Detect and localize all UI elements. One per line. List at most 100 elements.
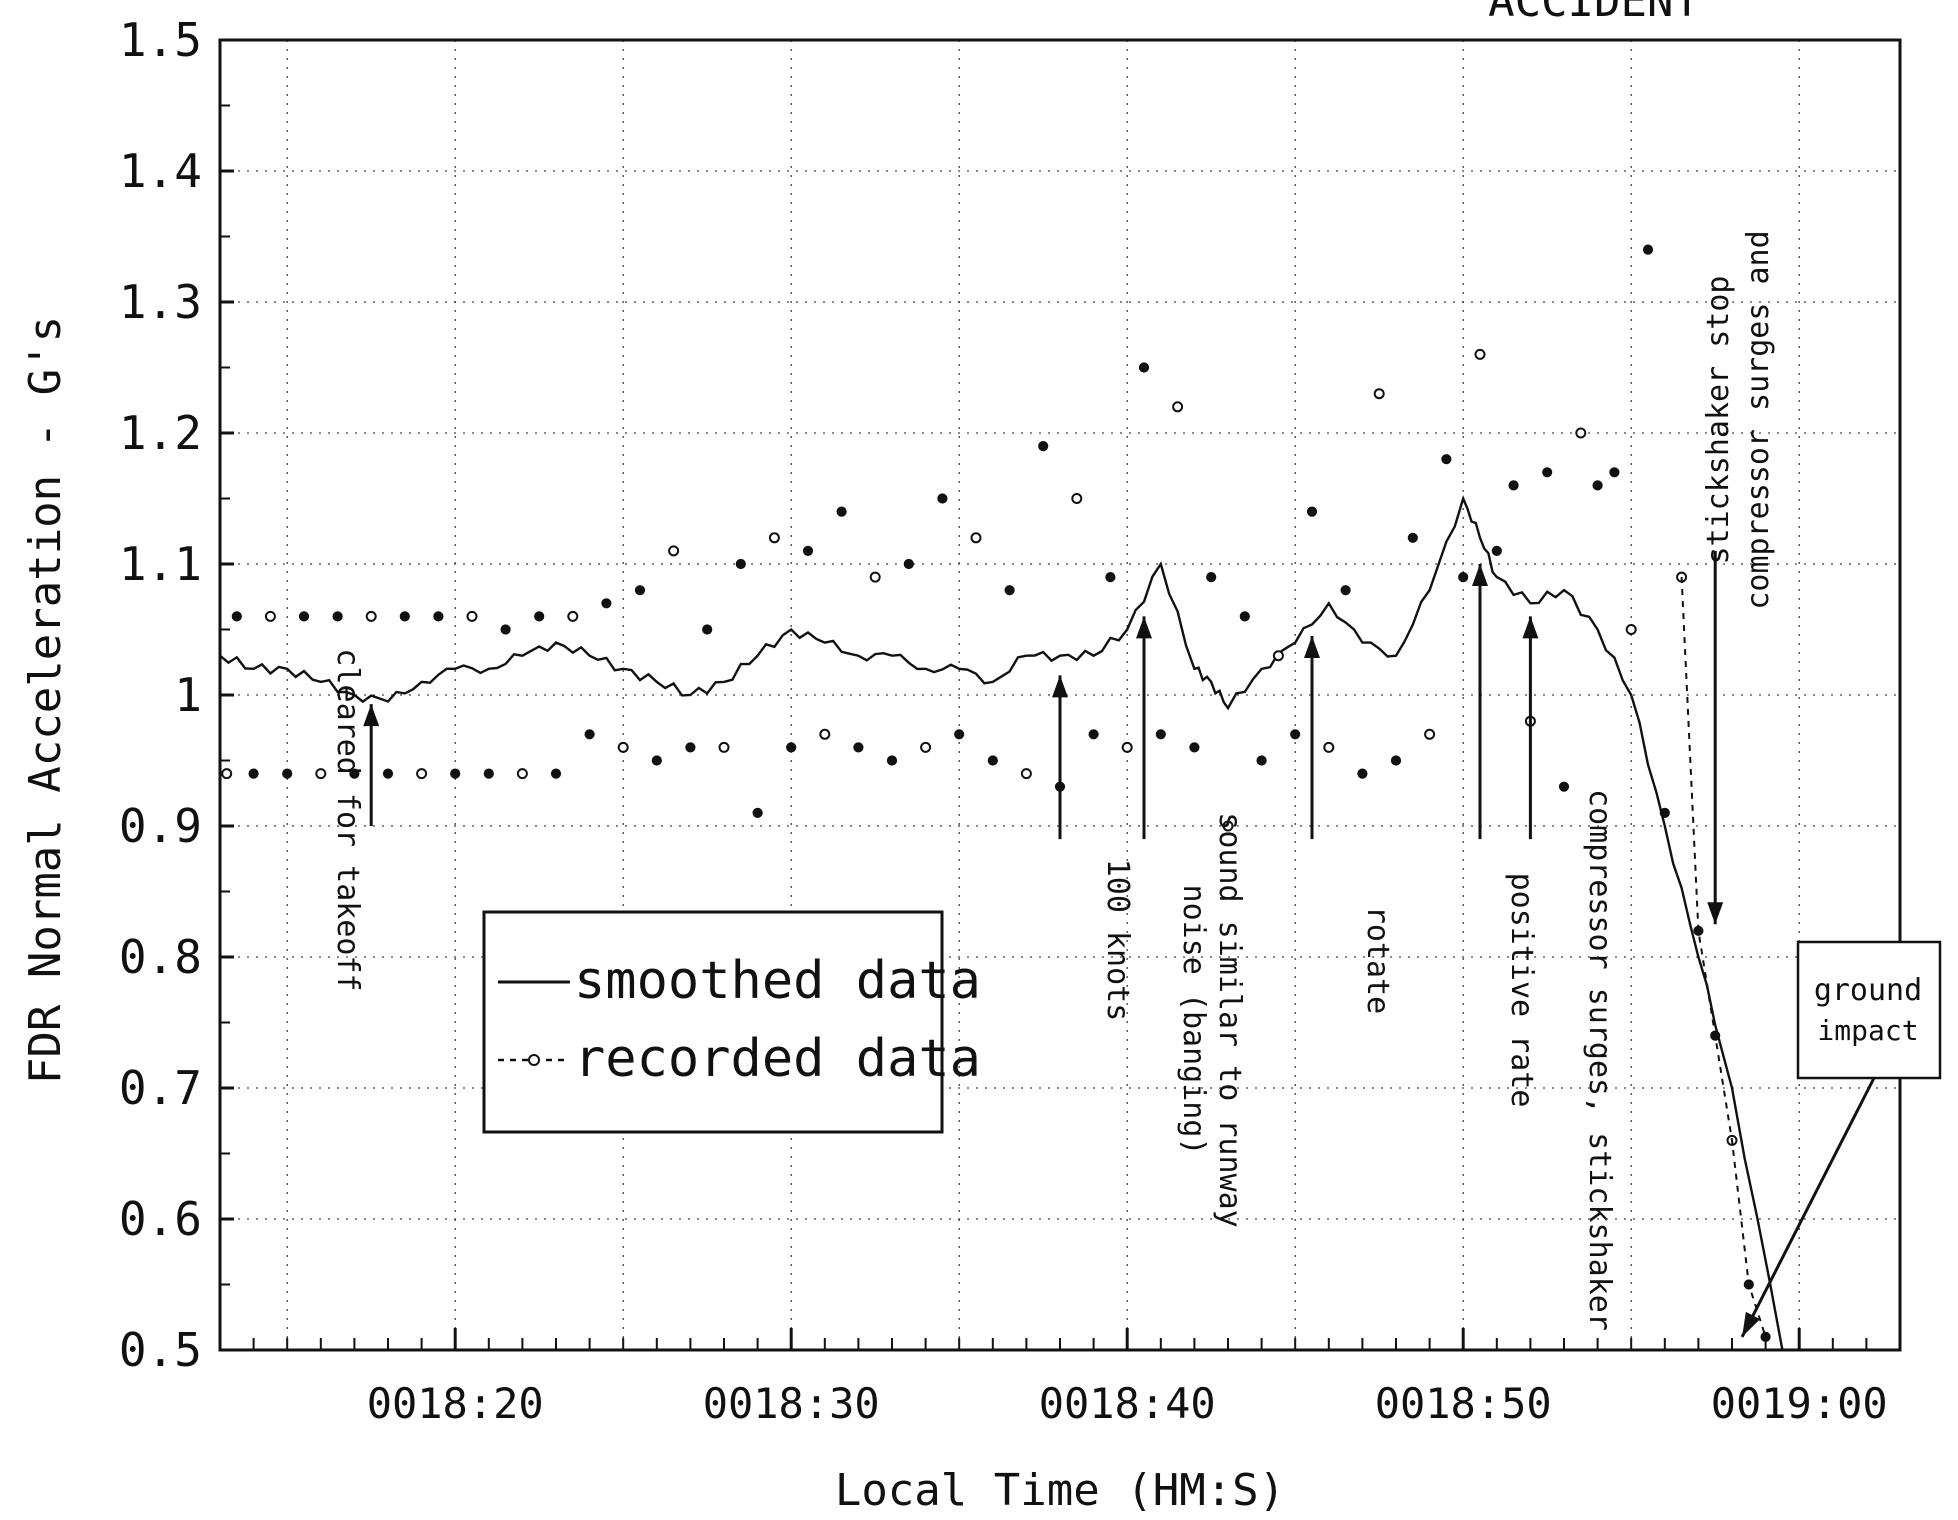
recorded-data-point xyxy=(702,624,713,635)
x-tick-label: 0018:20 xyxy=(367,1379,544,1428)
recorded-data-point xyxy=(1458,571,1469,583)
recorded-data-point xyxy=(1474,348,1486,360)
recorded-data-point xyxy=(685,742,696,753)
x-tick-label: 0019:00 xyxy=(1711,1379,1888,1428)
recorded-data-point xyxy=(516,768,528,780)
recorded-data-point xyxy=(1609,467,1620,478)
recorded-data-point xyxy=(534,611,545,622)
recorded-data-point xyxy=(1306,506,1318,517)
annotation-arrow-head xyxy=(1707,902,1724,925)
annotation-100-knots: 100 knots xyxy=(1100,859,1135,1022)
recorded-data-point xyxy=(1407,532,1418,543)
recorded-data-point xyxy=(1340,585,1351,596)
legend-recorded-marker xyxy=(528,1054,540,1066)
recorded-data-point xyxy=(601,598,612,609)
recorded-data-point xyxy=(248,768,259,779)
recorded-data-dashed-line xyxy=(1680,577,1767,1338)
recorded-data-point xyxy=(1373,388,1385,400)
recorded-data-point xyxy=(1088,729,1099,740)
recorded-data-point xyxy=(1592,480,1603,491)
recorded-data-point xyxy=(349,768,360,779)
recorded-data-point xyxy=(752,807,763,819)
recorded-data-point xyxy=(500,624,511,635)
y-tick-label: 0.6 xyxy=(119,1192,202,1246)
recorded-data-point xyxy=(1155,729,1166,740)
recorded-data-point xyxy=(634,585,646,596)
recorded-data-point xyxy=(1121,741,1133,753)
y-tick-label: 0.7 xyxy=(119,1061,202,1115)
recorded-data-point xyxy=(1038,441,1049,452)
x-axis-title: Local Time (HM:S) xyxy=(835,1465,1285,1516)
smoothed-data-series xyxy=(219,494,1784,1351)
y-tick-label: 1.2 xyxy=(119,406,202,460)
recorded-data-point xyxy=(416,768,428,780)
annotation-arrow-head xyxy=(1136,616,1152,639)
ground-impact-label: ground xyxy=(1814,973,1922,1008)
legend-smoothed-label: smoothed data xyxy=(574,951,981,1011)
recorded-data-point xyxy=(1105,571,1116,583)
recorded-data-point xyxy=(1424,728,1436,740)
recorded-data-point xyxy=(1625,624,1637,635)
x-tick-label: 0018:50 xyxy=(1375,1379,1552,1428)
recorded-data-point xyxy=(282,768,293,779)
y-tick-label: 1.4 xyxy=(119,144,202,198)
recorded-data-point xyxy=(1239,611,1250,622)
x-tick-label: 0018:40 xyxy=(1039,1379,1216,1428)
annotation-positive-rate: positive rate xyxy=(1504,873,1539,1108)
recorded-data-point xyxy=(483,768,494,779)
recorded-data-point xyxy=(450,768,461,779)
annotation-arrow-head xyxy=(1522,616,1539,639)
y-tick-label: 0.8 xyxy=(119,930,202,984)
y-tick-label: 1.1 xyxy=(119,537,202,591)
recorded-data-point xyxy=(1508,480,1519,491)
y-tick-label: 1 xyxy=(174,668,202,722)
recorded-data-point xyxy=(264,610,276,622)
recorded-data-point xyxy=(1642,244,1654,255)
recorded-data-point xyxy=(1071,493,1083,504)
recorded-data-point xyxy=(786,742,797,753)
legend-box xyxy=(482,910,944,1134)
annotation-arrow-head xyxy=(363,704,380,727)
recorded-data-point xyxy=(937,493,948,504)
recorded-data-point xyxy=(550,768,562,779)
recorded-data-point xyxy=(920,741,932,753)
recorded-data-point xyxy=(1020,768,1032,780)
recorded-data-point xyxy=(1004,585,1015,596)
y-axis-title: FDR Normal Acceleration - G's xyxy=(20,316,71,1084)
recorded-data-point xyxy=(970,532,982,544)
recorded-data-series xyxy=(221,244,1771,1343)
recorded-data-point xyxy=(1357,768,1368,779)
recorded-data-point xyxy=(567,610,579,622)
recorded-data-point xyxy=(1575,427,1587,439)
recorded-data-point xyxy=(853,742,864,753)
recorded-data-point xyxy=(584,729,595,740)
recorded-data-point xyxy=(433,611,444,622)
ground-impact-label-2: impact xyxy=(1817,1014,1918,1047)
recorded-data-point xyxy=(869,571,881,583)
recorded-data-point xyxy=(1189,742,1200,753)
recorded-data-point xyxy=(768,532,780,544)
chart-title-fragment: ACCIDENT xyxy=(1488,0,1700,27)
recorded-data-point xyxy=(1256,755,1267,766)
recorded-data-point xyxy=(1441,454,1452,465)
recorded-data-point xyxy=(802,545,814,557)
x-tick-label: 0018:30 xyxy=(703,1379,880,1428)
recorded-data-point xyxy=(987,755,998,766)
ground-impact-arrow-head xyxy=(1742,1311,1761,1337)
recorded-data-point xyxy=(1206,571,1217,583)
recorded-data-point xyxy=(903,558,914,570)
annotation-rotate: rotate xyxy=(1360,906,1395,1014)
annotation-sound-similar: sound similar to runway xyxy=(1212,812,1247,1227)
plot-frame xyxy=(218,38,1902,1352)
recorded-data-point xyxy=(836,506,847,517)
recorded-data-point xyxy=(382,768,394,779)
annotation-arrow-head xyxy=(1472,564,1488,586)
recorded-data-point xyxy=(1138,362,1150,373)
recorded-data-point xyxy=(221,768,233,780)
x-tick-labels: 0018:20 0018:30 0018:40 0018:50 0019:00 xyxy=(367,1379,1888,1428)
ground-impact-box xyxy=(1796,940,1942,1080)
y-tick-label: 0.9 xyxy=(119,799,202,853)
annotation-compressor-surges-stickshaker: compressor surges, stickshaker xyxy=(1582,789,1617,1331)
recorded-data-point xyxy=(1659,807,1670,819)
recorded-data-point xyxy=(1323,741,1335,753)
